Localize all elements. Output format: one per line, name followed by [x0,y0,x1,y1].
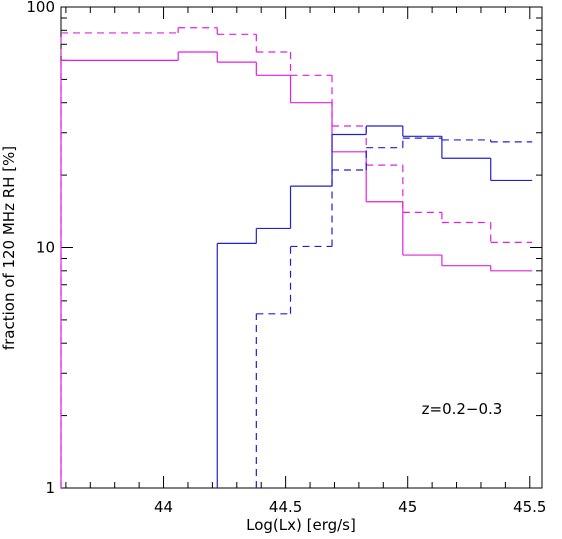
y-tick-label: 10 [36,239,55,257]
x-tick-label: 45 [398,498,417,516]
x-tick-label: 45.5 [513,498,546,516]
y-tick-label: 100 [26,0,55,16]
y-tick-label: 1 [45,479,55,497]
x-tick-label: 44 [154,498,173,516]
y-axis-label: fraction of 120 MHz RH [%] [0,146,18,350]
x-tick-label: 44.5 [269,498,302,516]
annotation: z=0.2−0.3 [422,400,503,418]
x-axis-label: Log(Lx) [erg/s] [246,516,356,534]
